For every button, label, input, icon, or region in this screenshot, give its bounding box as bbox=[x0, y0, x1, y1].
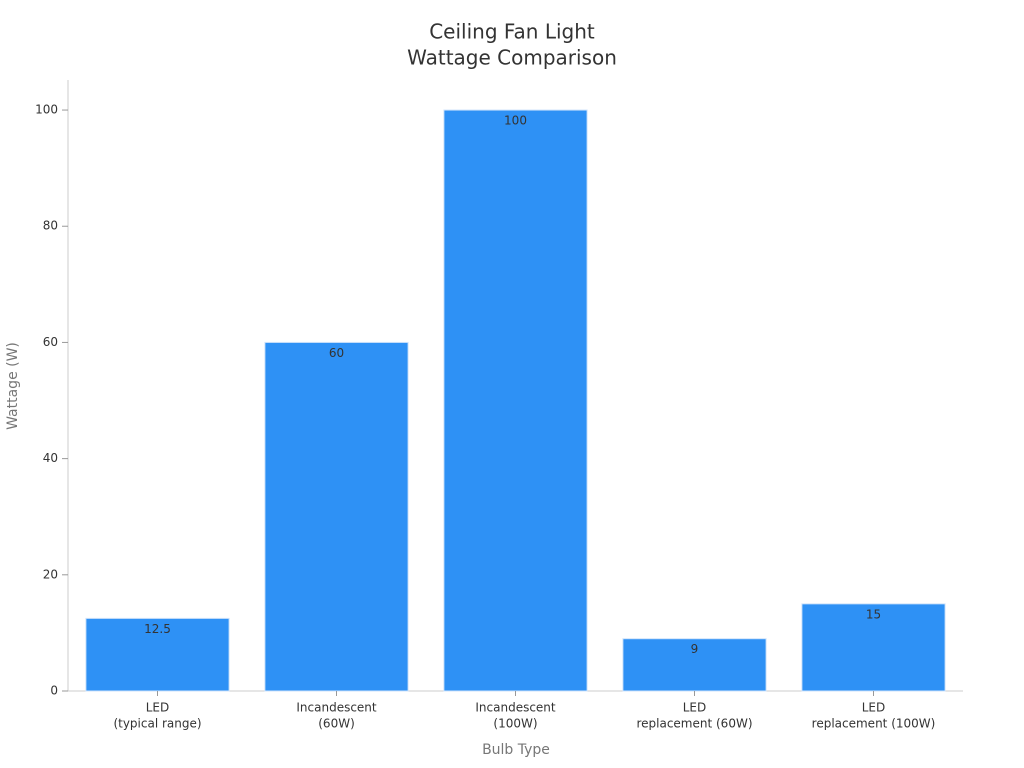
bar bbox=[85, 617, 230, 692]
value-label: 12.5 bbox=[144, 622, 171, 636]
bar bbox=[264, 341, 409, 692]
x-tick-label: (60W) bbox=[318, 717, 355, 731]
y-tick-label: 20 bbox=[43, 567, 58, 581]
x-tick-label: Incandescent bbox=[475, 701, 556, 715]
x-tick-label: LED bbox=[146, 701, 170, 715]
y-tick-label: 0 bbox=[50, 684, 58, 698]
x-tick-label: Incandescent bbox=[296, 701, 377, 715]
value-label: 15 bbox=[866, 607, 881, 621]
x-tick-label: LED bbox=[683, 701, 707, 715]
x-tick-label: replacement (60W) bbox=[636, 717, 752, 731]
value-label: 9 bbox=[691, 642, 699, 656]
value-label: 60 bbox=[329, 346, 344, 360]
x-tick-label: replacement (100W) bbox=[812, 717, 936, 731]
x-tick-label: (typical range) bbox=[113, 717, 201, 731]
bar bbox=[622, 638, 767, 692]
value-label: 100 bbox=[504, 114, 527, 128]
chart-title: Wattage Comparison bbox=[407, 46, 617, 70]
y-tick-label: 100 bbox=[35, 103, 58, 117]
y-tick-label: 60 bbox=[43, 335, 58, 349]
y-axis-label: Wattage (W) bbox=[5, 342, 21, 430]
chart-title: Ceiling Fan Light bbox=[429, 20, 595, 44]
x-axis-label: Bulb Type bbox=[482, 742, 550, 758]
y-tick-label: 40 bbox=[43, 451, 58, 465]
bar bbox=[443, 109, 588, 692]
x-tick-label: (100W) bbox=[493, 717, 537, 731]
y-tick-label: 80 bbox=[43, 219, 58, 233]
x-tick-label: LED bbox=[862, 701, 886, 715]
